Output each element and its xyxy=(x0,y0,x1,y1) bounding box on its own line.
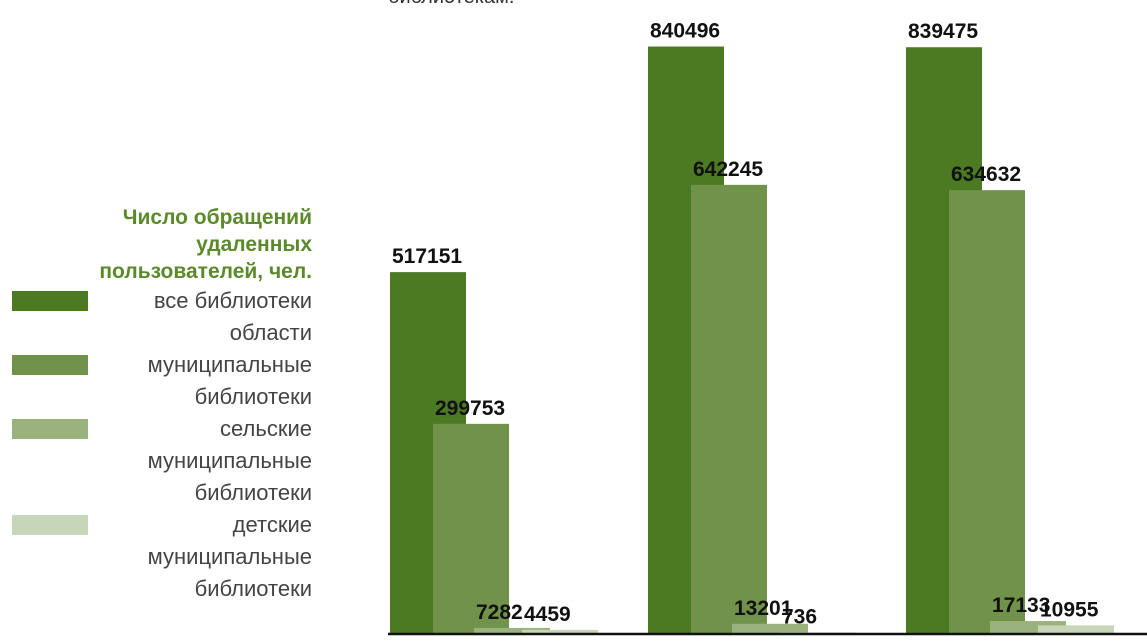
legend-swatch xyxy=(12,515,88,535)
legend-label: детские муниципальные библиотеки xyxy=(147,512,312,601)
value-label: 642245 xyxy=(693,158,763,181)
chart-title: Число обращений удаленных пользователей,… xyxy=(99,206,312,283)
legend: Число обращений удаленных пользователей,… xyxy=(0,204,312,605)
legend-label: все библиотеки области xyxy=(153,288,312,345)
legend-swatch xyxy=(12,291,88,311)
bar xyxy=(990,621,1066,633)
bar xyxy=(780,632,856,633)
value-label: 840496 xyxy=(650,20,720,43)
bar xyxy=(949,190,1025,633)
legend-item: муниципальные библиотеки xyxy=(0,349,312,413)
caption-fragment: библиотекам. xyxy=(388,0,514,9)
legend-swatch xyxy=(12,355,88,375)
bar xyxy=(522,629,598,633)
value-label: 736 xyxy=(782,605,817,628)
legend-label: муниципальные библиотеки xyxy=(147,352,312,409)
value-label: 17133 xyxy=(992,594,1050,617)
value-label: 4459 xyxy=(524,603,571,626)
legend-item: все библиотеки области xyxy=(0,285,312,349)
legend-label: сельские муниципальные библиотеки xyxy=(147,416,312,505)
value-label: 634632 xyxy=(951,163,1021,186)
legend-item: сельские муниципальные библиотеки xyxy=(0,413,312,509)
value-label: 10955 xyxy=(1040,598,1099,621)
value-label: 839475 xyxy=(908,20,978,43)
bar xyxy=(433,423,509,633)
legend-item: детские муниципальные библиотеки xyxy=(0,509,312,605)
bar xyxy=(474,627,550,633)
legend-swatch xyxy=(12,419,88,439)
bar xyxy=(1038,625,1114,633)
value-label: 13201 xyxy=(734,597,793,620)
value-label: 517151 xyxy=(392,245,462,268)
bar xyxy=(691,184,767,633)
bar xyxy=(732,623,808,633)
value-label: 299753 xyxy=(435,397,505,420)
value-label: 7282 xyxy=(476,601,523,624)
